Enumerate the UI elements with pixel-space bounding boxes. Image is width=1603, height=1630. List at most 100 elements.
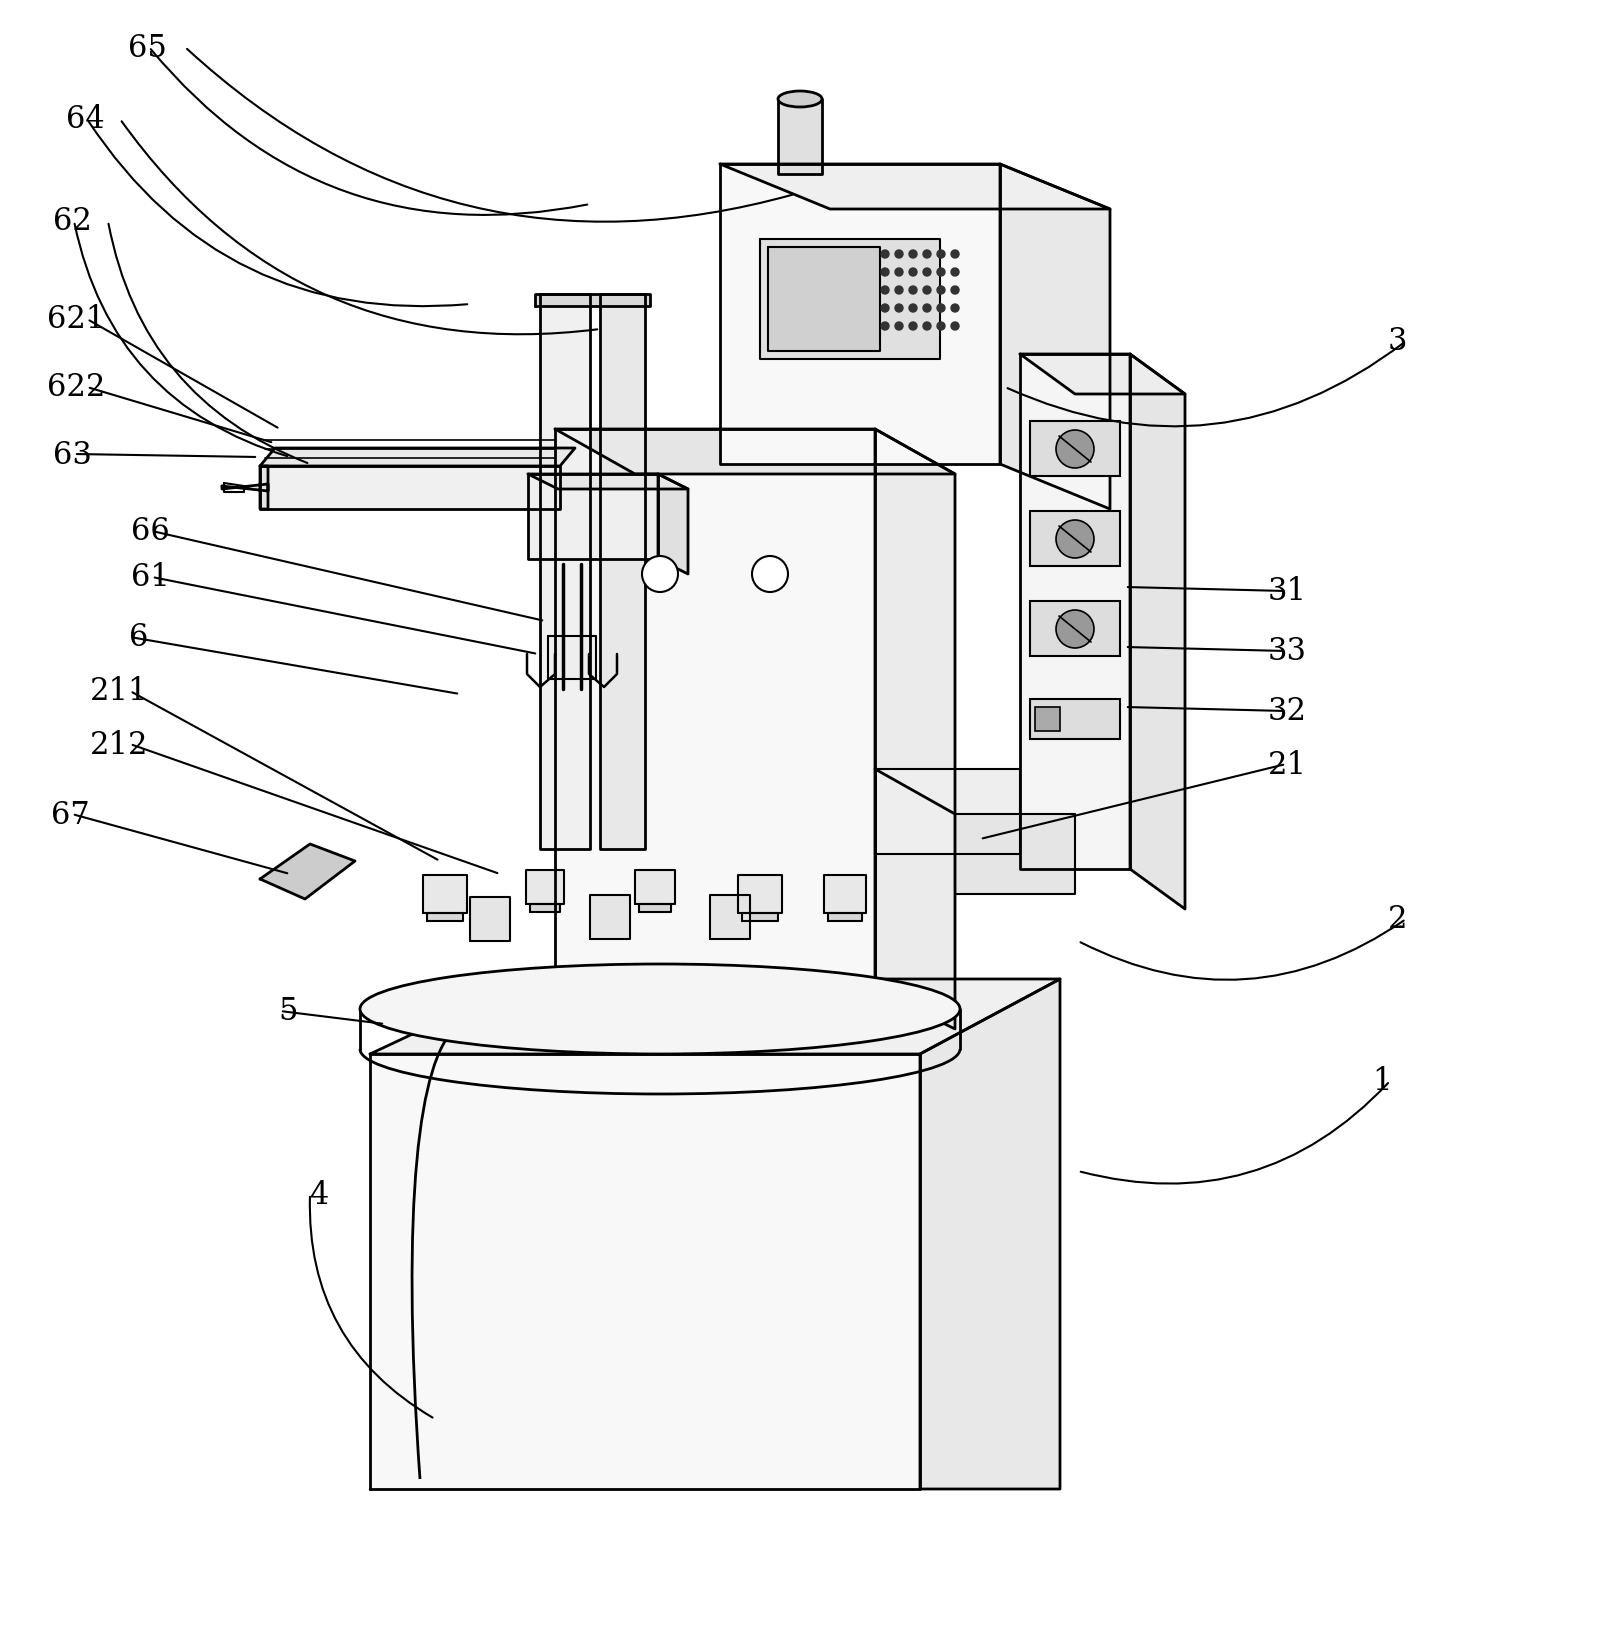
Polygon shape (470, 898, 510, 942)
Polygon shape (829, 913, 862, 921)
Circle shape (752, 557, 789, 593)
Circle shape (1056, 611, 1093, 649)
Circle shape (894, 269, 902, 277)
Polygon shape (540, 295, 590, 849)
Polygon shape (590, 895, 630, 939)
Polygon shape (742, 913, 777, 921)
Polygon shape (920, 980, 1060, 1490)
Circle shape (641, 557, 678, 593)
Polygon shape (640, 905, 672, 913)
Text: 621: 621 (46, 305, 106, 336)
Polygon shape (710, 895, 750, 939)
Circle shape (894, 305, 902, 313)
Polygon shape (370, 1055, 920, 1490)
Polygon shape (600, 295, 644, 849)
Text: 63: 63 (53, 438, 91, 469)
Circle shape (951, 269, 959, 277)
Circle shape (882, 269, 890, 277)
Text: 6: 6 (128, 623, 147, 654)
Polygon shape (548, 637, 596, 680)
Text: 33: 33 (1268, 636, 1306, 667)
Polygon shape (555, 430, 955, 474)
Circle shape (938, 305, 946, 313)
Polygon shape (526, 870, 564, 905)
Ellipse shape (361, 965, 960, 1055)
Circle shape (938, 287, 946, 295)
Text: 1: 1 (1372, 1066, 1391, 1097)
Text: 65: 65 (128, 33, 167, 64)
Text: 211: 211 (90, 676, 147, 707)
Circle shape (951, 287, 959, 295)
Circle shape (938, 269, 946, 277)
Polygon shape (635, 870, 675, 905)
Circle shape (909, 305, 917, 313)
Circle shape (923, 251, 931, 259)
Polygon shape (531, 905, 559, 913)
Text: 21: 21 (1268, 750, 1306, 781)
Circle shape (882, 305, 890, 313)
Ellipse shape (777, 91, 822, 108)
Circle shape (882, 251, 890, 259)
Circle shape (923, 323, 931, 331)
Circle shape (1056, 430, 1093, 469)
Circle shape (882, 287, 890, 295)
Text: 5: 5 (279, 996, 298, 1027)
Text: 64: 64 (66, 104, 106, 135)
Polygon shape (426, 913, 463, 921)
Polygon shape (527, 474, 688, 489)
Circle shape (923, 305, 931, 313)
Polygon shape (1130, 355, 1185, 910)
Polygon shape (260, 844, 354, 900)
Bar (1031, 601, 1120, 657)
Polygon shape (824, 875, 866, 913)
Circle shape (1056, 520, 1093, 559)
Polygon shape (555, 430, 875, 989)
Polygon shape (1020, 355, 1185, 394)
Bar (1031, 512, 1120, 567)
Polygon shape (260, 466, 559, 510)
Text: 67: 67 (51, 799, 90, 830)
Polygon shape (527, 474, 657, 559)
Circle shape (951, 323, 959, 331)
Text: 32: 32 (1268, 696, 1306, 727)
Text: 62: 62 (53, 207, 91, 238)
Polygon shape (1020, 355, 1130, 869)
Polygon shape (875, 769, 1020, 854)
Polygon shape (423, 875, 466, 913)
Circle shape (882, 323, 890, 331)
Polygon shape (221, 466, 268, 510)
Text: 66: 66 (131, 517, 170, 548)
Text: 2: 2 (1388, 905, 1407, 936)
Circle shape (923, 287, 931, 295)
Text: 212: 212 (90, 729, 147, 760)
Circle shape (938, 323, 946, 331)
Text: 4: 4 (309, 1178, 329, 1209)
Text: 31: 31 (1268, 575, 1306, 606)
Bar (1031, 699, 1120, 740)
Circle shape (938, 251, 946, 259)
Bar (1036, 707, 1060, 732)
Circle shape (894, 323, 902, 331)
Polygon shape (955, 815, 1076, 895)
Text: 3: 3 (1388, 326, 1407, 357)
Polygon shape (370, 980, 1060, 1055)
Bar (1031, 422, 1120, 476)
Text: 61: 61 (131, 562, 170, 593)
Circle shape (909, 287, 917, 295)
Circle shape (909, 269, 917, 277)
Polygon shape (768, 248, 880, 352)
Circle shape (894, 287, 902, 295)
Circle shape (923, 269, 931, 277)
Polygon shape (720, 165, 1109, 210)
Polygon shape (535, 295, 649, 306)
Polygon shape (777, 99, 822, 174)
Polygon shape (737, 875, 782, 913)
Circle shape (894, 251, 902, 259)
Polygon shape (720, 165, 1000, 465)
Text: 622: 622 (46, 372, 106, 403)
Circle shape (909, 323, 917, 331)
Polygon shape (760, 240, 939, 360)
Polygon shape (1000, 165, 1109, 510)
Circle shape (909, 251, 917, 259)
Circle shape (951, 305, 959, 313)
